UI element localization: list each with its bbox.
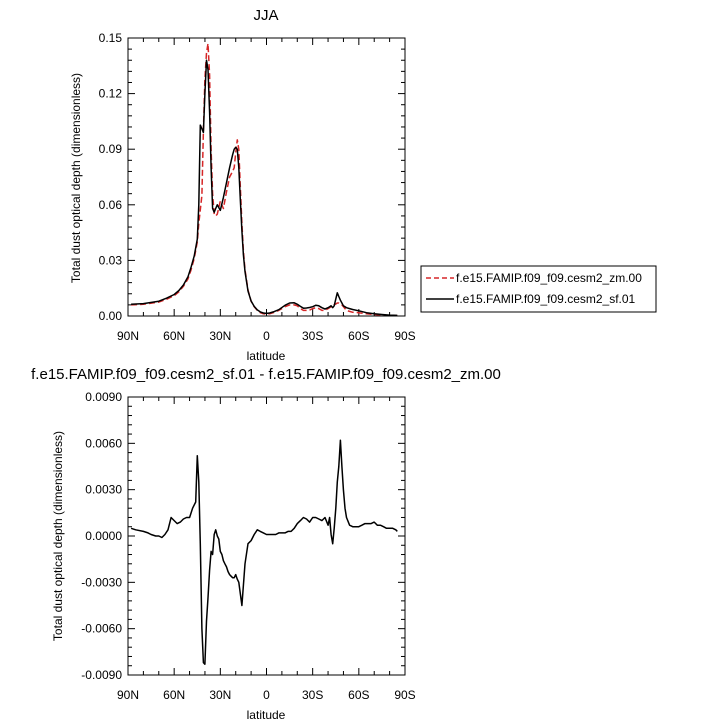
bottom-chart: f.e15.FAMIP.f09_f09.cesm2_sf.01 - f.e15.… xyxy=(31,366,501,722)
bottom-xtick-label: 60S xyxy=(348,688,369,702)
top-xtick-label: 60S xyxy=(348,329,369,343)
legend-label-sf: f.e15.FAMIP.f09_f09.cesm2_sf.01 xyxy=(456,292,636,306)
bottom-series-line-0 xyxy=(130,439,398,665)
bottom-xtick-label: 90S xyxy=(394,688,415,702)
bottom-chart-frame xyxy=(127,396,406,676)
bottom-ytick-label: 0.0060 xyxy=(85,436,122,450)
top-xtick-label: 30S xyxy=(302,329,323,343)
bottom-xtick-label: 30N xyxy=(209,688,231,702)
top-xtick-label: 60N xyxy=(163,329,185,343)
top-xtick-label: 30N xyxy=(209,329,231,343)
bottom-xtick-label: 90N xyxy=(117,688,139,702)
top-ytick-label: 0.12 xyxy=(99,87,123,101)
top-xtick-label: 90S xyxy=(394,329,415,343)
bottom-ytick-label: -0.0030 xyxy=(81,575,122,589)
bottom-chart-xlabel: latitude xyxy=(247,708,286,722)
top-series-line-1 xyxy=(131,59,398,317)
bottom-xtick-label: 60N xyxy=(163,688,185,702)
bottom-xtick-label: 0 xyxy=(263,688,270,702)
legend-label-zm: f.e15.FAMIP.f09_f09.cesm2_zm.00 xyxy=(456,271,642,285)
bottom-ytick-label: 0.0000 xyxy=(85,529,122,543)
bottom-ytick-label: -0.0090 xyxy=(81,668,122,682)
bottom-xtick-label: 30S xyxy=(302,688,323,702)
top-chart-ticks: 90N 60N 30N 0 30S 60S 90S 0.00 0.03 0.06 0.09 0.12 0… xyxy=(99,31,416,343)
top-chart: JJA Total dust optical depth (dimensionl… xyxy=(69,7,416,363)
top-chart-title: JJA xyxy=(253,7,278,24)
bottom-chart-ylabel: Total dust optical depth (dimensionless) xyxy=(51,431,65,641)
bottom-chart-title: f.e15.FAMIP.f09_f09.cesm2_sf.01 - f.e15.… xyxy=(31,366,501,383)
top-ytick-label: 0.03 xyxy=(99,253,123,267)
top-series-line-0 xyxy=(131,42,398,317)
bottom-ytick-label: -0.0060 xyxy=(81,622,122,636)
bottom-chart-series xyxy=(130,439,398,665)
top-chart-frame xyxy=(127,37,406,317)
bottom-ytick-label: 0.0030 xyxy=(85,483,122,497)
legend: f.e15.FAMIP.f09_f09.cesm2_zm.00 f.e15.FA… xyxy=(420,265,657,313)
top-ytick-label: 0.06 xyxy=(99,198,123,212)
top-xtick-label: 0 xyxy=(263,329,270,343)
top-chart-xlabel: latitude xyxy=(247,349,286,363)
legend-box xyxy=(420,265,657,313)
bottom-chart-ticks: 90N 60N 30N 0 30S 60S 90S -0.0090 -0.0060 -0.0030… xyxy=(81,390,415,702)
top-ytick-label: 0.09 xyxy=(99,142,123,156)
top-xtick-label: 90N xyxy=(117,329,139,343)
bottom-ytick-label: 0.0090 xyxy=(85,390,122,404)
top-chart-series xyxy=(131,42,398,317)
top-chart-ylabel: Total dust optical depth (dimensionless) xyxy=(69,73,83,283)
top-ytick-label: 0.15 xyxy=(99,31,123,45)
top-ytick-label: 0.00 xyxy=(99,309,123,323)
